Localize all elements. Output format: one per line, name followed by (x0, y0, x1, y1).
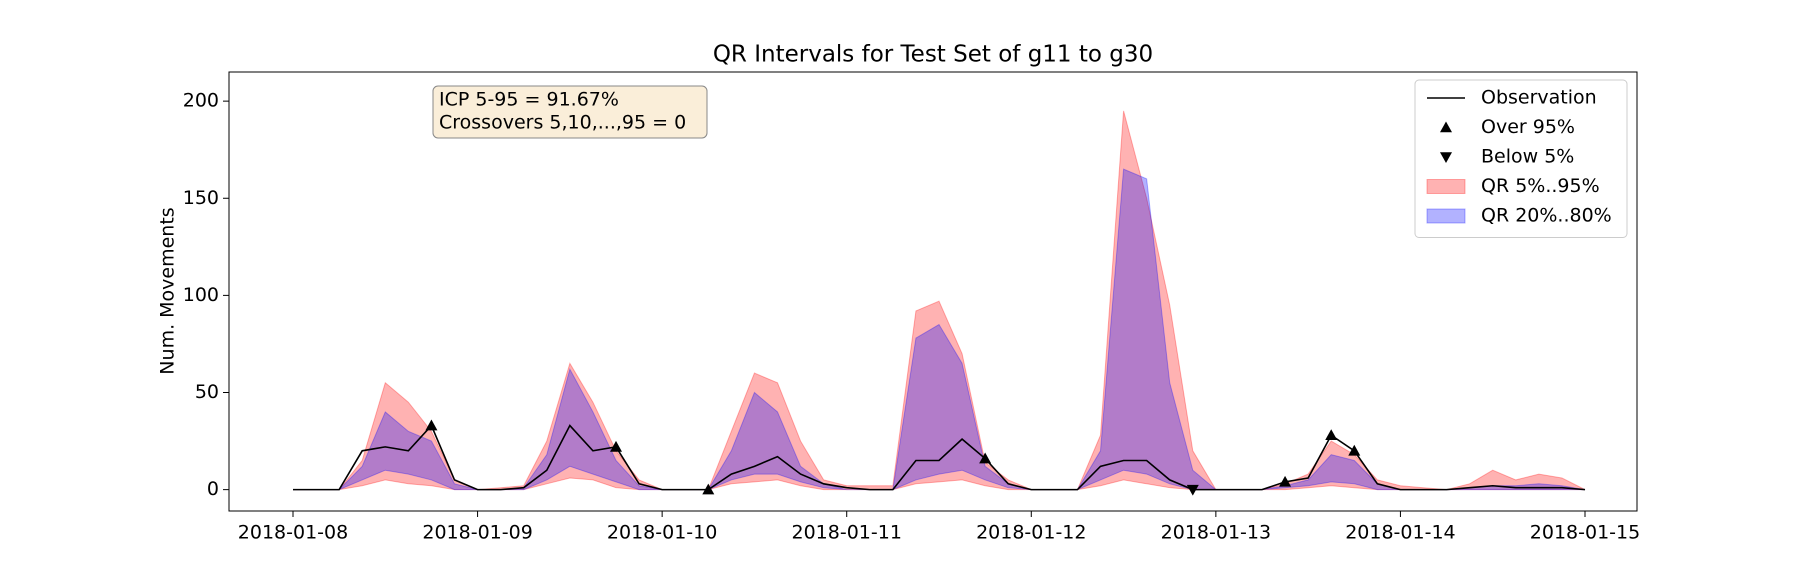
marker (1325, 429, 1338, 441)
y-tick-label: 50 (195, 381, 219, 403)
y-tick-label: 150 (183, 187, 219, 209)
x-tick-label: 2018-01-09 (422, 522, 532, 544)
x-tick-label: 2018-01-08 (238, 522, 348, 544)
legend-marker (1440, 121, 1452, 133)
legend-label: QR 5%..95% (1481, 175, 1600, 197)
x-tick-label: 2018-01-13 (1161, 522, 1271, 544)
legend-label: Below 5% (1481, 146, 1574, 168)
x-tick-label: 2018-01-11 (792, 522, 902, 544)
y-axis-label: Num. Movements (157, 207, 179, 374)
marker (1279, 475, 1292, 487)
marker (1186, 484, 1199, 496)
marker (610, 440, 622, 452)
legend-label: QR 20%..80% (1481, 205, 1612, 227)
legend-patch (1426, 208, 1466, 224)
legend-box (1414, 79, 1628, 238)
x-tick-label: 2018-01-15 (1530, 522, 1640, 544)
legend-marker (1440, 152, 1452, 163)
y-tick-label: 0 (207, 478, 219, 500)
legend-label: Over 95% (1481, 116, 1575, 138)
marker (979, 452, 992, 464)
annotation-box (432, 85, 708, 139)
marker (1348, 444, 1361, 456)
y-tick-label: 100 (183, 284, 219, 306)
plot-frame (228, 71, 1638, 512)
legend-patch (1426, 179, 1466, 194)
band-area (293, 110, 1586, 491)
y-tick-label: 200 (183, 90, 219, 112)
x-tick-label: 2018-01-10 (607, 522, 717, 544)
marker (425, 419, 438, 431)
annotation-text: Crossovers 5,10,...,95 = 0 (439, 112, 686, 134)
observation-line (293, 424, 1586, 491)
x-tick-label: 2018-01-12 (976, 522, 1086, 544)
x-tick-label: 2018-01-14 (1345, 522, 1455, 544)
legend-label: Observation (1481, 87, 1597, 109)
band-area (293, 168, 1586, 491)
marker (702, 483, 715, 495)
annotation-text: ICP 5-95 = 91.67% (439, 89, 619, 111)
chart-title: QR Intervals for Test Set of g11 to g30 (713, 42, 1153, 68)
